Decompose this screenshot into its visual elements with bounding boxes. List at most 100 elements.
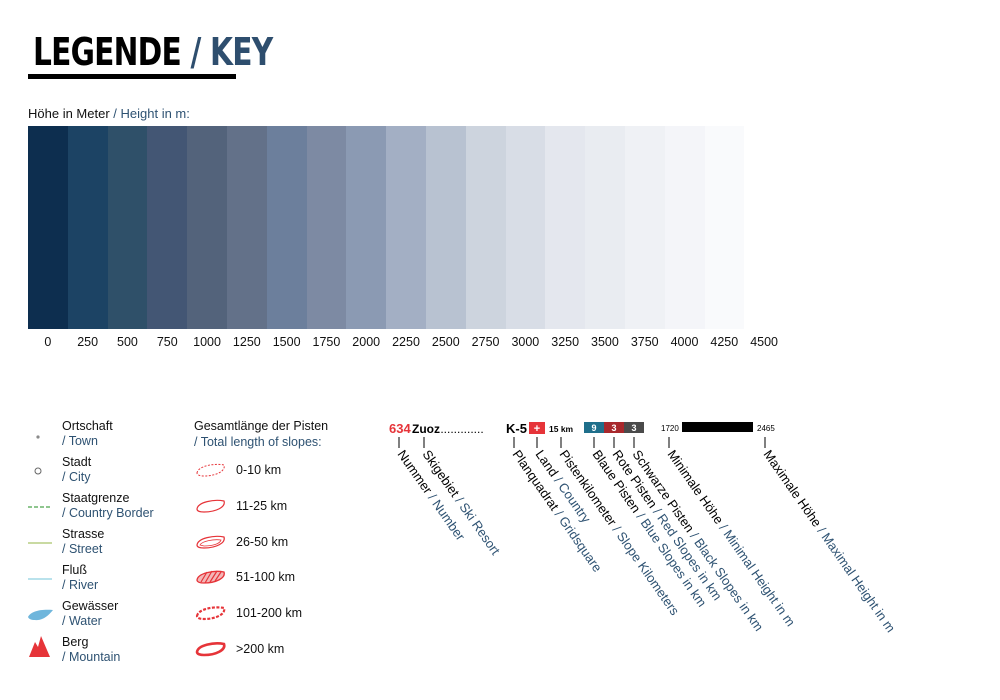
street-icon <box>28 542 52 544</box>
legend-city: Stadt / City <box>28 455 188 489</box>
legend-water-en: / Water <box>62 614 102 628</box>
slope-11-25-label: 11-25 km <box>236 499 288 513</box>
legend-street-de: Strasse <box>62 527 105 541</box>
black-slopes-count: 3 <box>631 423 636 433</box>
title-underline <box>28 74 236 79</box>
height-tick-label: 1750 <box>312 335 341 349</box>
legend-mountain-de: Berg <box>62 635 89 649</box>
slope-over-200-label: >200 km <box>236 642 285 656</box>
height-label-sep: / <box>109 106 121 121</box>
slope-0-10-icon <box>196 463 225 477</box>
height-swatch <box>346 126 387 329</box>
slope-0-10-label: 0-10 km <box>236 463 282 477</box>
title-de: LEGENDE <box>33 30 182 74</box>
resort-number: 634 <box>389 421 411 436</box>
resort-grid: K-5 <box>506 421 527 436</box>
height-label-de: Höhe in Meter <box>28 106 110 121</box>
height-swatch <box>386 126 426 329</box>
height-swatch <box>425 126 466 329</box>
swiss-flag-icon <box>529 422 545 434</box>
blue-slopes-count: 9 <box>591 423 596 433</box>
city-icon <box>34 467 42 475</box>
title-en: KEY <box>210 30 273 74</box>
height-swatch <box>545 126 586 329</box>
slope-101-200: 101-200 km <box>194 603 334 625</box>
key-label-black-slopes: Schwarze Pisten / Black Slopes in km <box>630 447 767 634</box>
height-swatch <box>28 126 68 329</box>
key-label-slope-km: Pistenkilometer / Slope Kilometers <box>557 447 683 618</box>
slope-0-10: 0-10 km <box>194 460 334 482</box>
height-swatch <box>505 126 546 329</box>
resort-dots: .............. <box>437 422 484 436</box>
height-tick-label: 1500 <box>272 335 301 349</box>
slope-101-200-label: 101-200 km <box>236 606 303 620</box>
slope-51-100-label: 51-100 km <box>236 570 296 584</box>
key-label-max-height: Maximale Höhe / Maximal Height in m <box>761 447 899 635</box>
resort-slope-km: 15 km <box>549 424 574 434</box>
height-tick-label: 4000 <box>670 335 699 349</box>
height-swatch <box>744 126 785 329</box>
swiss-flag-cross: + <box>534 423 540 435</box>
legend-city-de: Stadt <box>62 455 92 469</box>
key-label-min-height: Minimale Höhe / Minimal Height in m <box>665 447 799 629</box>
height-range-bar <box>682 422 753 432</box>
slope-title-en: / Total length of slopes: <box>194 435 322 449</box>
height-tick-label: 750 <box>156 335 178 349</box>
mountain-icon <box>29 636 50 657</box>
height-swatch <box>147 126 188 329</box>
slope-26-50-label: 26-50 km <box>236 535 289 549</box>
water-icon <box>28 609 53 621</box>
legend-mountain-en: / Mountain <box>62 650 121 664</box>
height-color-ramp <box>28 126 785 329</box>
slope-51-100: 51-100 km <box>194 567 334 589</box>
blue-slopes-box <box>584 422 604 433</box>
legend-town: Ortschaft / Town <box>28 419 188 453</box>
slope-11-25: 11-25 km <box>194 496 334 518</box>
key-label-ski-resort: Skigebiet / Ski Resort <box>420 447 504 558</box>
height-tick-label: 4250 <box>710 335 739 349</box>
slope-101-200-icon <box>195 606 226 621</box>
key-label-country: Land / Country <box>533 447 594 526</box>
legend-water-de: Gewässer <box>62 599 119 613</box>
height-tick-label: 500 <box>117 335 138 349</box>
red-slopes-count: 3 <box>611 423 616 433</box>
height-tick-labels: 0 250 500 750 1000 1250 1500 1750 2000 2250 2500 27… <box>28 335 828 351</box>
slope-26-50-icon <box>196 535 225 549</box>
key-label-number: Nummer / Number <box>395 447 469 544</box>
height-swatch <box>306 126 347 329</box>
country-border-icon <box>28 506 52 508</box>
key-label-red-slopes: Rote Pisten / Red Slopes in km <box>610 447 725 603</box>
height-label-en: Height in m: <box>120 106 190 121</box>
height-swatch <box>664 126 705 329</box>
key-label-gridsquare: Planquadrat / Gridsquare <box>510 447 606 575</box>
legend-river: Fluß / River <box>28 563 188 597</box>
legend-river-en: / River <box>62 578 99 592</box>
legend-border-en: / Country Border <box>62 506 154 520</box>
legend-town-de: Ortschaft <box>62 419 113 433</box>
height-swatch <box>465 126 506 329</box>
legend-river-de: Fluß <box>62 563 87 577</box>
black-slopes-box <box>624 422 644 433</box>
slope-title-de: Gesamtlänge der Pisten <box>194 419 329 433</box>
height-tick-label: 1250 <box>232 335 261 349</box>
height-tick-label: 2250 <box>392 335 420 349</box>
slope-26-50: 26-50 km <box>194 532 334 554</box>
slope-51-100-icon <box>196 570 225 584</box>
height-tick-label: 2500 <box>431 335 460 349</box>
height-tick-label: 2000 <box>352 335 381 349</box>
slope-over-200-icon <box>195 642 226 657</box>
legend-country-border: Staatgrenze / Country Border <box>28 491 188 525</box>
min-height-value: 1720 <box>661 424 679 433</box>
height-tick-label: 0 <box>44 335 52 349</box>
height-tick-label: 1000 <box>193 335 221 349</box>
height-swatch <box>266 126 307 329</box>
legend-border-de: Staatgrenze <box>62 491 130 505</box>
legend-city-en: / City <box>62 470 91 484</box>
key-leader-lines <box>398 437 766 448</box>
legend-town-en: / Town <box>62 434 98 448</box>
height-tick-label: 3500 <box>591 335 619 349</box>
slope-length-title: Gesamtlänge der Pisten / Total length of… <box>194 419 328 449</box>
height-swatch <box>585 126 625 329</box>
legend-street: Strasse / Street <box>28 527 188 561</box>
height-swatch <box>107 126 148 329</box>
